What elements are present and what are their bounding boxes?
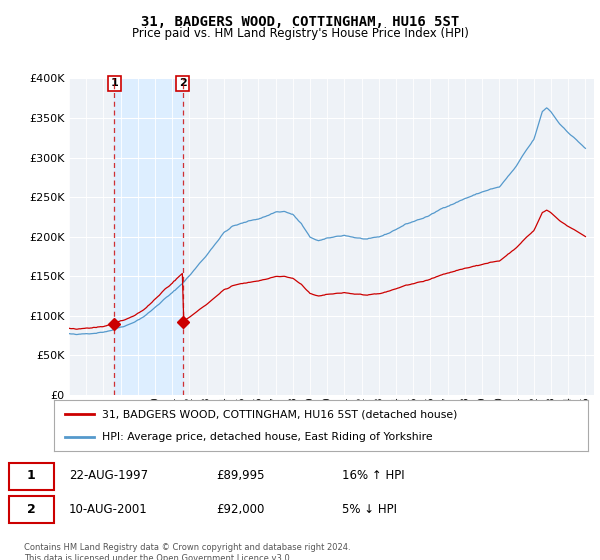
Text: 31, BADGERS WOOD, COTTINGHAM, HU16 5ST: 31, BADGERS WOOD, COTTINGHAM, HU16 5ST [141,15,459,29]
Text: 1: 1 [110,78,118,88]
Text: Price paid vs. HM Land Registry's House Price Index (HPI): Price paid vs. HM Land Registry's House … [131,27,469,40]
Text: 10-AUG-2001: 10-AUG-2001 [69,503,148,516]
Text: 2: 2 [179,78,187,88]
Text: £89,995: £89,995 [216,469,265,482]
Text: 5% ↓ HPI: 5% ↓ HPI [342,503,397,516]
Bar [115,78,183,395]
Text: 1: 1 [27,469,35,482]
Text: £92,000: £92,000 [216,503,265,516]
FancyBboxPatch shape [9,463,54,489]
Text: 2: 2 [27,503,35,516]
Text: Contains HM Land Registry data © Crown copyright and database right 2024.
This d: Contains HM Land Registry data © Crown c… [24,543,350,560]
Text: 16% ↑ HPI: 16% ↑ HPI [342,469,404,482]
Text: 22-AUG-1997: 22-AUG-1997 [69,469,148,482]
Text: HPI: Average price, detached house, East Riding of Yorkshire: HPI: Average price, detached house, East… [102,432,433,442]
FancyBboxPatch shape [9,496,54,523]
Text: 31, BADGERS WOOD, COTTINGHAM, HU16 5ST (detached house): 31, BADGERS WOOD, COTTINGHAM, HU16 5ST (… [102,409,457,419]
